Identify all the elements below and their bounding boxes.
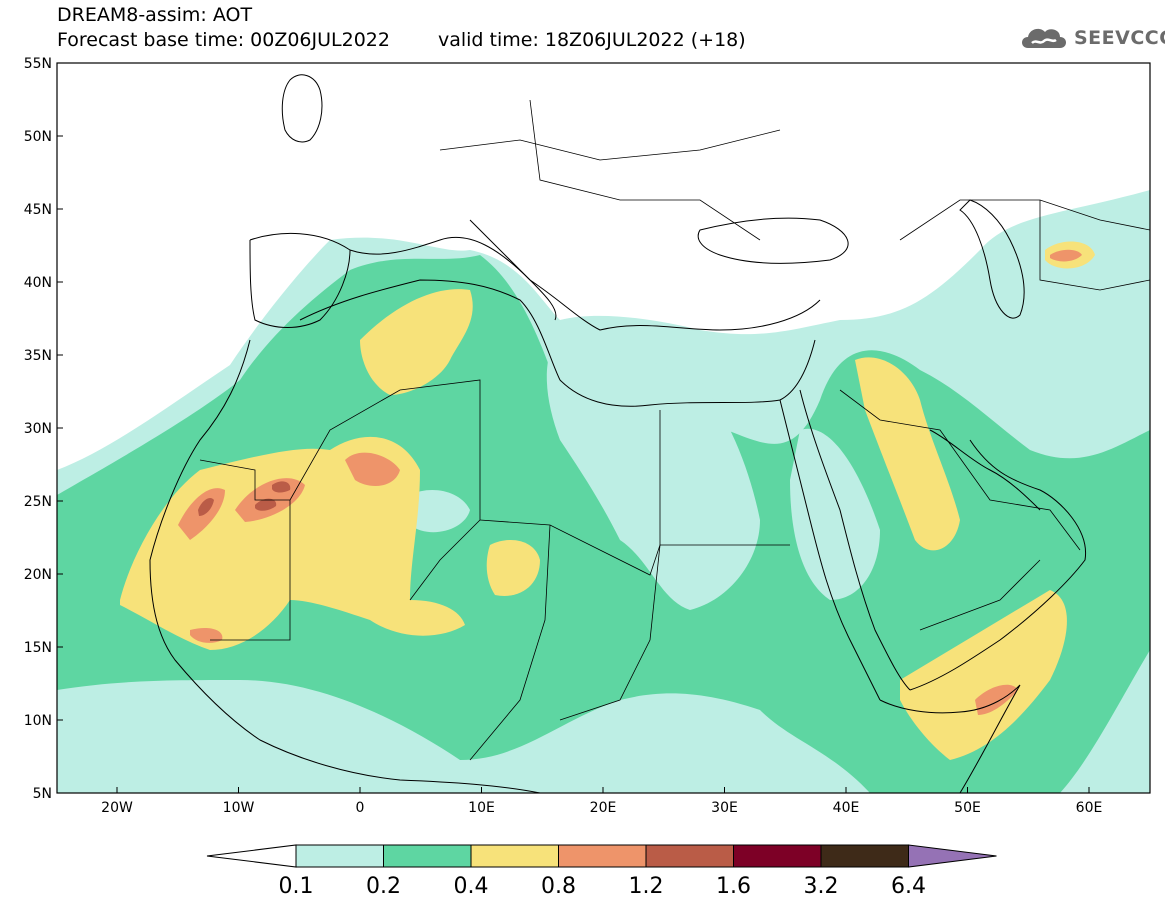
arabia-coast: [909, 439, 1086, 691]
colorbar-label: 0.8: [541, 874, 576, 899]
caspian: [959, 199, 1025, 319]
colorbar-arrow-high: [908, 844, 997, 868]
border-8: [439, 129, 781, 161]
north-africa-coast: [299, 279, 816, 407]
colorbar-label: 0.4: [454, 874, 489, 899]
colorbar-swatch: [383, 844, 472, 868]
time-line: Forecast base time: 00Z06JUL2022 valid ti…: [57, 29, 746, 51]
aot-level-0.4-iraq: [855, 357, 960, 551]
horn-africa: [879, 684, 1021, 793]
seevccc-logo: SEEVCCC: [1018, 22, 1165, 54]
borders: [199, 99, 1150, 761]
black-sea: [697, 217, 849, 264]
lon-label: 50E: [954, 800, 981, 816]
lon-label: 30E: [711, 800, 738, 816]
product-title: DREAM8-assim: AOT: [57, 4, 253, 26]
lon-label: 10W: [223, 800, 255, 816]
aot-level-0.4-chad: [486, 540, 540, 596]
lon-label: 10E: [468, 800, 495, 816]
aot-level-0.4-algeria: [360, 289, 473, 395]
lon-label: 0: [356, 800, 365, 816]
lat-label: 10N: [24, 713, 52, 729]
lat-label: 45N: [24, 202, 52, 218]
africa-coast: [149, 339, 541, 793]
lat-label: 40N: [24, 275, 52, 291]
aot-level-1.2: [198, 481, 291, 516]
border-11: [1039, 200, 1150, 291]
red-sea-east: [799, 389, 911, 691]
colorbar-label: 0.1: [279, 874, 314, 899]
border-7: [919, 559, 1041, 631]
lon-label: 20W: [101, 800, 133, 816]
colorbar-swatch: [645, 844, 734, 868]
colorbar: 0.1 0.2 0.4 0.8 1.2 1.6 3.2 6.4: [206, 844, 997, 899]
border-1: [199, 459, 291, 641]
border-3: [479, 519, 790, 576]
lat-label: 5N: [33, 786, 52, 802]
border-5: [469, 524, 551, 761]
italy: [469, 219, 557, 321]
aot-field: [57, 190, 1150, 793]
colorbar-swatch: [558, 844, 647, 868]
colorbar-label: 6.4: [891, 874, 926, 899]
lat-label: 50N: [24, 129, 52, 145]
lat-label: 30N: [24, 421, 52, 437]
lon-label: 20E: [590, 800, 617, 816]
longitude-labels: 20W 10W 0 10E 20E 30E 40E 50E 60E: [101, 787, 1102, 816]
lat-label: 35N: [24, 348, 52, 364]
colorbar-swatch: [295, 844, 384, 868]
lat-label: 55N: [24, 56, 52, 72]
aot-gap-libya: [546, 330, 760, 610]
colorbar-arrow-low: [206, 844, 297, 868]
colorbar-label: 3.2: [804, 874, 839, 899]
coastlines: [149, 74, 1086, 793]
valid-time: valid time: 18Z06JUL2022 (+18): [437, 29, 746, 51]
logo-text: SEEVCCC: [1074, 27, 1165, 49]
latitude-labels: 55N 50N 45N 40N 35N 30N 25N 20N 15N 10N 5N: [24, 56, 63, 802]
lat-label: 20N: [24, 567, 52, 583]
aot-level-0.4-somalia: [900, 590, 1067, 760]
border-6: [839, 389, 1081, 551]
colorbar-label: 1.6: [716, 874, 751, 899]
lat-label: 25N: [24, 494, 52, 510]
uk: [281, 74, 323, 143]
border-2: [289, 379, 481, 601]
lat-label: 15N: [24, 640, 52, 656]
aot-level-0.4-west: [120, 436, 465, 650]
lon-label: 40E: [833, 800, 860, 816]
colorbar-swatch: [820, 844, 909, 868]
aot-gap-arabia: [790, 428, 880, 600]
colorbar-swatch: [470, 844, 559, 868]
aot-gap-west: [410, 490, 470, 533]
colorbar-swatch: [733, 844, 822, 868]
colorbar-label: 0.2: [366, 874, 401, 899]
lon-label: 60E: [1076, 800, 1103, 816]
border-4: [559, 410, 661, 721]
colorbar-label: 1.2: [629, 874, 664, 899]
forecast-base-time: Forecast base time: 00Z06JUL2022: [57, 29, 390, 51]
iberia: [249, 239, 351, 328]
red-sea: [779, 399, 881, 701]
cloud-logo-icon: [1022, 28, 1066, 48]
border-9: [529, 99, 761, 241]
